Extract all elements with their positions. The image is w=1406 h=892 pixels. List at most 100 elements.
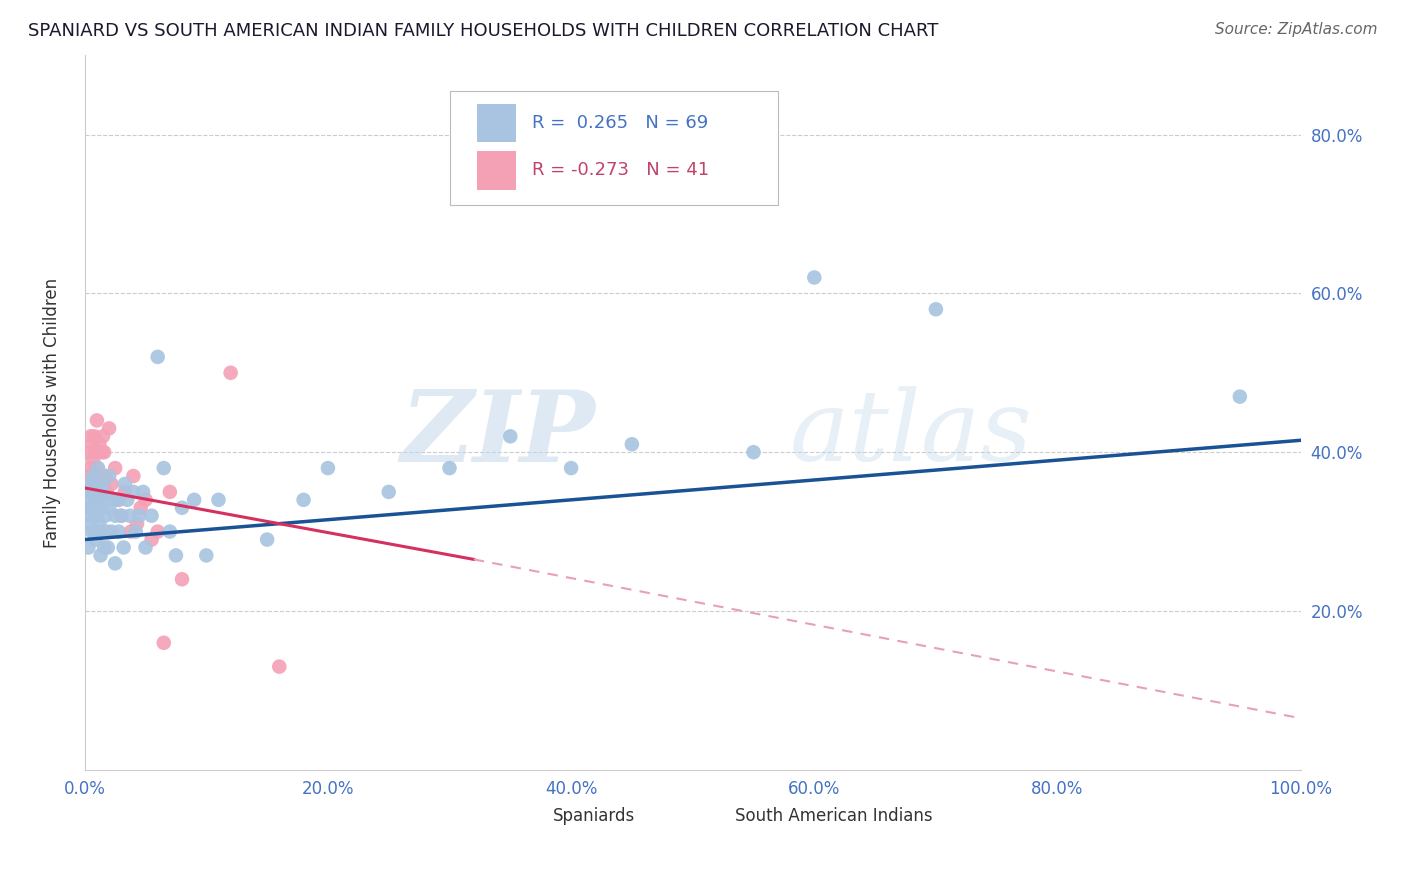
- Point: [93, 445, 115, 459]
- Point: [90, 500, 112, 515]
- Point: [84, 500, 107, 515]
- Point: [122, 484, 145, 499]
- Point: [377, 484, 399, 499]
- Point: [125, 524, 148, 539]
- Point: [80, 484, 103, 499]
- Point: [84, 445, 107, 459]
- Point: [76, 500, 98, 515]
- Point: [742, 445, 765, 459]
- Point: [107, 492, 129, 507]
- Point: [87, 492, 110, 507]
- Point: [132, 484, 155, 499]
- Point: [89, 516, 111, 531]
- Point: [93, 541, 115, 555]
- Point: [104, 461, 127, 475]
- Point: [82, 469, 104, 483]
- Point: [152, 461, 174, 475]
- Point: [1229, 390, 1251, 404]
- Point: [97, 541, 120, 555]
- Point: [90, 445, 112, 459]
- Point: [114, 484, 136, 499]
- Point: [165, 549, 187, 563]
- Point: [79, 516, 101, 531]
- Point: [90, 549, 112, 563]
- Point: [125, 516, 148, 531]
- Point: [84, 492, 107, 507]
- Point: [120, 524, 142, 539]
- Point: [96, 492, 118, 507]
- Point: [90, 477, 112, 491]
- Point: [82, 453, 104, 467]
- Point: [91, 524, 114, 539]
- Point: [100, 477, 122, 491]
- FancyBboxPatch shape: [478, 103, 516, 143]
- Point: [159, 484, 181, 499]
- Point: [135, 541, 157, 555]
- Point: [98, 469, 121, 483]
- Point: [118, 508, 141, 523]
- FancyBboxPatch shape: [520, 804, 550, 833]
- Point: [104, 557, 127, 571]
- Point: [90, 477, 112, 491]
- Point: [117, 492, 139, 507]
- Point: [83, 484, 105, 499]
- Point: [80, 461, 103, 475]
- Point: [91, 429, 114, 443]
- Point: [620, 437, 643, 451]
- Point: [803, 270, 825, 285]
- Text: R = -0.273   N = 41: R = -0.273 N = 41: [533, 161, 709, 179]
- FancyBboxPatch shape: [703, 804, 731, 833]
- Point: [94, 469, 117, 483]
- FancyBboxPatch shape: [450, 91, 778, 205]
- Y-axis label: Family Households with Children: Family Households with Children: [44, 277, 60, 548]
- Text: atlas: atlas: [790, 386, 1033, 482]
- Point: [159, 524, 181, 539]
- Point: [96, 484, 118, 499]
- Point: [77, 445, 100, 459]
- Point: [80, 508, 103, 523]
- Point: [98, 500, 121, 515]
- Point: [83, 524, 105, 539]
- Point: [87, 461, 110, 475]
- Point: [80, 492, 103, 507]
- Point: [86, 413, 108, 427]
- Point: [107, 492, 129, 507]
- Point: [141, 533, 163, 547]
- Point: [80, 429, 103, 443]
- Point: [110, 508, 132, 523]
- Point: [207, 492, 229, 507]
- Point: [101, 492, 124, 507]
- Point: [170, 572, 193, 586]
- Point: [104, 508, 127, 523]
- Point: [112, 541, 135, 555]
- Point: [560, 461, 582, 475]
- Point: [91, 477, 114, 491]
- Point: [94, 508, 117, 523]
- Point: [83, 429, 105, 443]
- Point: [129, 500, 152, 515]
- Point: [87, 469, 110, 483]
- Point: [219, 366, 242, 380]
- Point: [292, 492, 315, 507]
- Point: [170, 500, 193, 515]
- Text: Source: ZipAtlas.com: Source: ZipAtlas.com: [1215, 22, 1378, 37]
- Point: [86, 508, 108, 523]
- Point: [183, 492, 205, 507]
- Point: [76, 477, 98, 491]
- Point: [114, 477, 136, 491]
- Point: [89, 437, 111, 451]
- Point: [146, 350, 169, 364]
- Point: [83, 477, 105, 491]
- Point: [77, 541, 100, 555]
- Text: South American Indians: South American Indians: [735, 807, 932, 825]
- Point: [100, 524, 122, 539]
- Point: [925, 302, 948, 317]
- Point: [107, 524, 129, 539]
- Point: [135, 492, 157, 507]
- Point: [79, 484, 101, 499]
- Point: [152, 636, 174, 650]
- Point: [316, 461, 339, 475]
- Point: [499, 429, 522, 443]
- Text: Spaniards: Spaniards: [553, 807, 636, 825]
- Text: SPANIARD VS SOUTH AMERICAN INDIAN FAMILY HOUSEHOLDS WITH CHILDREN CORRELATION CH: SPANIARD VS SOUTH AMERICAN INDIAN FAMILY…: [28, 22, 938, 40]
